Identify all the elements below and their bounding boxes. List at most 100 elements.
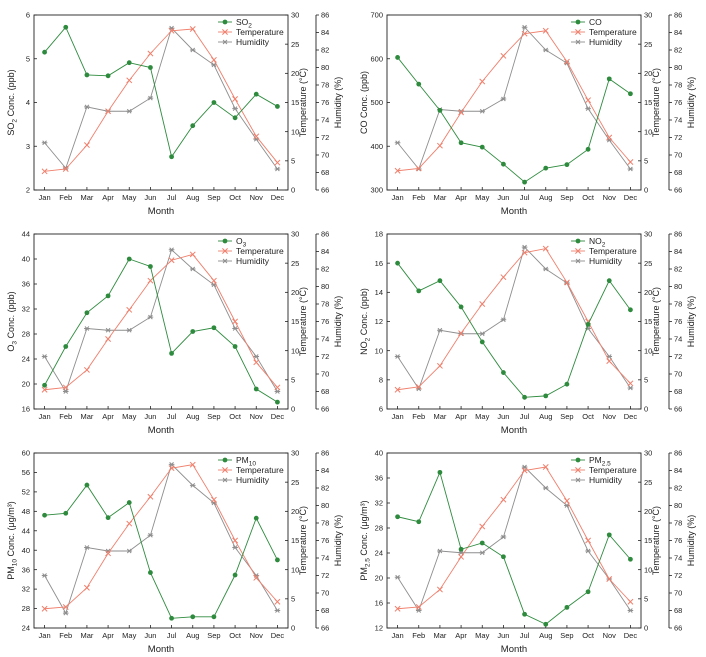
pollutant-point <box>253 91 259 97</box>
x-tick-label: Apr <box>455 193 467 202</box>
pollutant-point <box>501 161 506 167</box>
humidity-point <box>479 550 486 556</box>
temp-tick-label: 10 <box>644 565 652 574</box>
pollutant-point <box>458 140 464 146</box>
x-tick-label: Feb <box>59 631 72 640</box>
pollutant-point <box>42 512 47 518</box>
x-tick-label: Apr <box>102 631 114 640</box>
humidity-point <box>521 24 528 30</box>
pollutant-point <box>585 146 591 152</box>
temp-tick-label: 20 <box>644 507 652 516</box>
y-tick-label: 8 <box>379 375 383 384</box>
humidity-point <box>437 327 443 333</box>
humidity-tick-label: 86 <box>674 449 682 458</box>
pollutant-point <box>63 510 69 516</box>
y-tick-label: 40 <box>22 546 30 555</box>
pollutant-point <box>628 556 633 562</box>
temperature-point <box>210 56 217 63</box>
pollutant-point <box>437 469 443 475</box>
temp-tick-label: 10 <box>644 127 652 136</box>
temperature-point <box>253 359 260 366</box>
x-tick-label: Mar <box>80 631 93 640</box>
temperature-point <box>606 576 613 582</box>
humidity-point <box>41 140 48 146</box>
pollutant-point <box>253 386 259 392</box>
temp-tick-label: 20 <box>644 288 652 297</box>
humidity-point <box>542 485 549 491</box>
temp-tick-label: 15 <box>291 98 299 107</box>
humidity-line <box>397 246 631 390</box>
humidity-point <box>542 266 549 272</box>
y-tick-label: 40 <box>22 255 30 264</box>
pollutant-point <box>479 144 485 150</box>
x-tick-label: Jan <box>39 412 51 421</box>
temp-tick-label: 30 <box>291 11 299 20</box>
x-tick-label: Jan <box>392 193 404 202</box>
humidity-axis-title: Humidity (%) <box>686 515 696 567</box>
x-axis-title: Month <box>148 425 174 436</box>
temp-tick-label: 25 <box>291 259 299 268</box>
temperature-point <box>62 604 69 610</box>
temp-axis-title: Temperature (°C) <box>651 68 661 137</box>
humidity-axis-title: Humidity (%) <box>333 296 343 348</box>
temperature-line <box>397 466 631 610</box>
temperature-point <box>479 301 486 307</box>
x-tick-label: Aug <box>186 193 199 202</box>
temp-axis-title: Temperature (°C) <box>298 287 308 356</box>
x-tick-label: Jul <box>167 631 177 640</box>
humidity-tick-label: 84 <box>674 247 682 256</box>
temperature-point <box>563 58 570 65</box>
humidity-tick-label: 78 <box>321 519 329 528</box>
y-tick-label: 14 <box>375 288 383 297</box>
humidity-point <box>147 532 154 538</box>
humidity-tick-label: 76 <box>674 98 682 107</box>
humidity-tick-label: 70 <box>674 589 682 598</box>
temperature-point <box>479 78 486 85</box>
x-tick-label: Apr <box>455 412 467 421</box>
pollutant-point <box>232 344 238 349</box>
humidity-point <box>126 327 133 333</box>
temperature-point <box>542 245 549 252</box>
humidity-tick-label: 80 <box>674 63 682 72</box>
series-humidity <box>41 247 281 394</box>
temperature-point <box>627 159 634 165</box>
series-temperature <box>394 245 634 393</box>
pollutant-point <box>126 60 132 66</box>
humidity-point <box>394 140 401 146</box>
humidity-tick-label: 86 <box>321 230 329 239</box>
humidity-tick-label: 66 <box>674 624 682 633</box>
humidity-point <box>585 106 591 111</box>
temperature-point <box>126 520 133 527</box>
x-tick-label: Sep <box>207 412 220 421</box>
humidity-line <box>44 248 278 393</box>
temp-tick-label: 30 <box>291 449 299 458</box>
legend-marker-pollutant <box>575 457 581 463</box>
humidity-point <box>253 354 260 359</box>
temperature-point <box>394 386 401 393</box>
temperature-point <box>627 380 634 387</box>
x-tick-label: Oct <box>229 412 242 421</box>
x-tick-label: Aug <box>186 631 199 640</box>
legend-label-humidity: Humidity <box>236 475 270 485</box>
temperature-point <box>458 109 465 116</box>
temperature-point <box>542 27 549 34</box>
humidity-tick-label: 76 <box>321 536 329 545</box>
temperature-point <box>147 493 154 500</box>
x-tick-label: Jan <box>392 412 404 421</box>
chart-svg: 24 28 32 36 40 44 48 52 56 60 0 5 10 15 20 25 30 66 68 70 72… <box>6 449 343 655</box>
x-tick-label: Nov <box>250 193 264 202</box>
humidity-tick-label: 78 <box>674 519 682 528</box>
x-tick-label: Sep <box>560 412 573 421</box>
pollutant-point <box>169 350 174 356</box>
pollutant-point <box>232 115 238 121</box>
pollutant-point <box>585 322 591 327</box>
pollutant-line <box>397 57 631 183</box>
pollutant-point <box>416 519 422 525</box>
legend-marker-pollutant <box>575 238 581 244</box>
humidity-tick-label: 84 <box>321 247 329 256</box>
pollutant-point <box>628 91 633 97</box>
temperature-point <box>189 251 196 258</box>
humidity-tick-label: 76 <box>674 317 682 326</box>
